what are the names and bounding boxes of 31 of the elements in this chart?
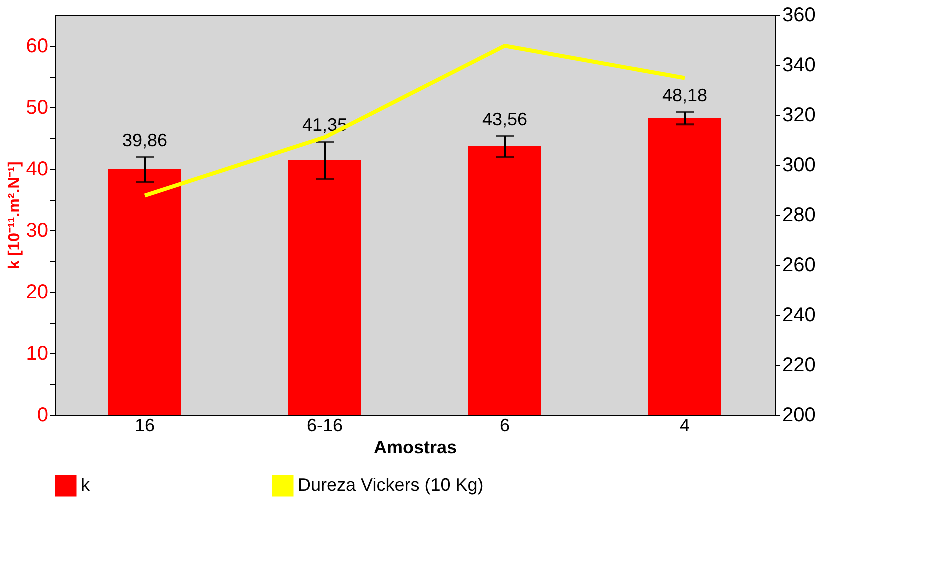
y2-tick-label: 280 [782, 204, 816, 226]
x-tick-label: 6-16 [306, 416, 344, 436]
bar [108, 169, 182, 416]
bar [288, 160, 362, 416]
x-tick-label: 16 [134, 416, 156, 436]
x-tick-label: 4 [680, 416, 690, 436]
y-axis-title: k [10⁻¹¹.m².N⁻¹] [6, 162, 24, 270]
bar [648, 118, 722, 416]
y-tick-label: 20 [26, 281, 48, 304]
x-axis-title: Amostras [374, 438, 458, 458]
legend-label: k [81, 475, 91, 495]
y2-tick-label: 220 [782, 354, 816, 376]
y2-tick-label: 320 [782, 104, 816, 126]
data-label: 48,18 [662, 85, 708, 106]
data-label: 43,56 [482, 109, 528, 130]
x-tick-label: 6 [500, 416, 510, 436]
y2-tick-label: 340 [782, 54, 816, 76]
y2-tick-label: 240 [782, 304, 816, 326]
y2-tick-label: 300 [782, 154, 816, 176]
legend-label: Dureza Vickers (10 Kg) [298, 475, 484, 495]
y-tick-label: 50 [26, 96, 48, 119]
y2-tick-label: 260 [782, 254, 816, 276]
y-tick-label: 40 [26, 158, 48, 180]
y2-tick-label: 360 [782, 4, 816, 26]
y-tick-label: 30 [26, 220, 48, 242]
data-label: 39,86 [122, 130, 168, 150]
bar [468, 146, 542, 416]
y-tick-label: 60 [26, 35, 48, 58]
y2-tick-label: 200 [782, 404, 816, 426]
y-tick-label: 10 [26, 342, 48, 365]
y-tick-label: 0 [37, 404, 48, 426]
